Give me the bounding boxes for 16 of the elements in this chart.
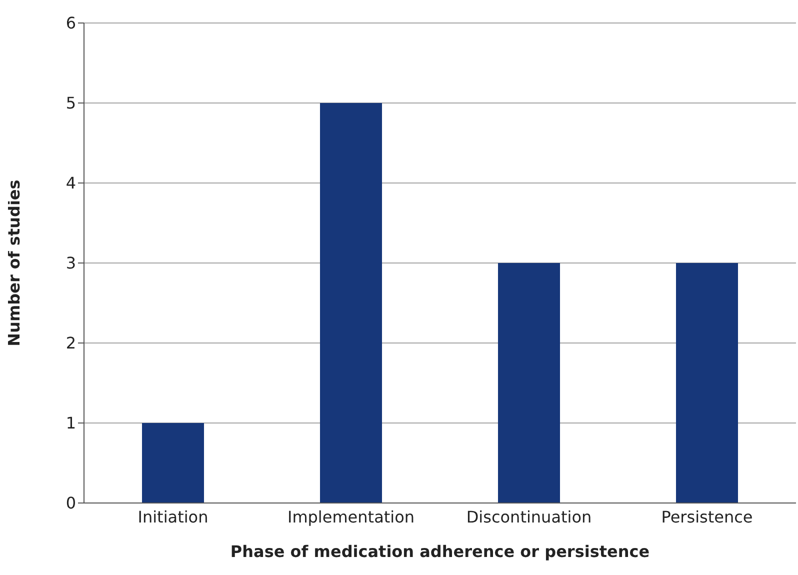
y-tick-label: 6 — [66, 14, 76, 33]
x-tick-label: Discontinuation — [466, 507, 592, 526]
bar — [676, 263, 738, 503]
y-tick-label: 2 — [66, 334, 76, 353]
y-tick-label: 1 — [66, 414, 76, 433]
y-tick-label: 5 — [66, 94, 76, 113]
x-tick-label: Persistence — [661, 507, 753, 526]
y-tick-label: 4 — [66, 174, 76, 193]
bar — [142, 423, 204, 503]
bar — [320, 103, 382, 503]
x-axis-title: Phase of medication adherence or persistence — [230, 542, 650, 561]
y-tick-label: 3 — [66, 254, 76, 273]
y-tick-label: 0 — [66, 494, 76, 513]
x-tick-label: Implementation — [287, 507, 415, 526]
x-tick-label: Initiation — [138, 507, 208, 526]
bar — [498, 263, 560, 503]
